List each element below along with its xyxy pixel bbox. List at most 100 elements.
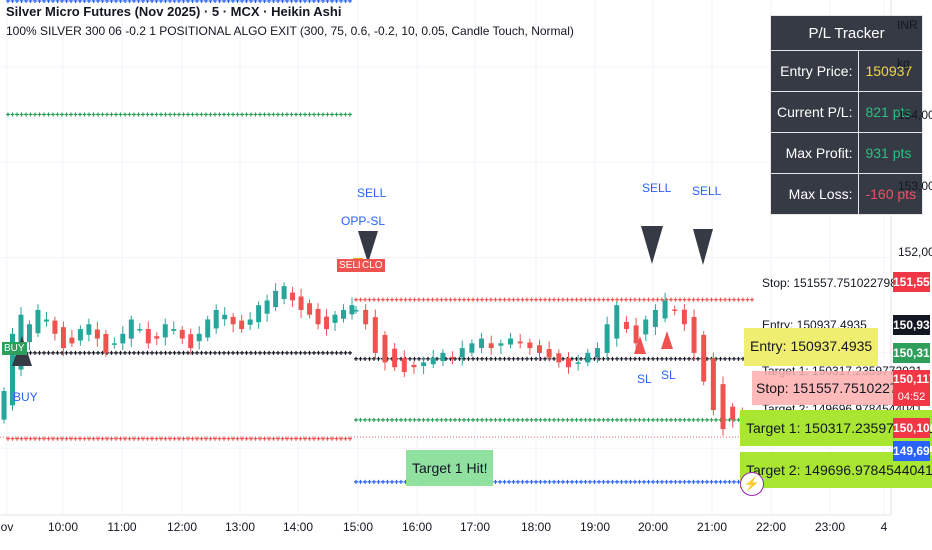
- stop-level-line: [502, 297, 507, 302]
- candle-body: [623, 321, 629, 330]
- prior-stop-line: [222, 436, 226, 441]
- stop-level-line: [669, 297, 673, 302]
- target1-level-line: [457, 417, 462, 422]
- opp-sl-label: OPP-SL: [341, 214, 386, 228]
- prior-entry-line: [42, 350, 46, 355]
- current-pl-label: Current P/L:: [769, 91, 860, 133]
- stop-level-line: [682, 297, 687, 302]
- stop-level-line: [417, 297, 421, 302]
- prior-target1-line: [114, 112, 118, 117]
- time-tick: 14:00: [282, 520, 314, 534]
- target2-level-line: [615, 479, 619, 484]
- prior-stop-line: [186, 436, 190, 441]
- currency-label[interactable]: INR: [897, 18, 918, 32]
- prior-target2-line: [46, 0, 51, 3]
- prior-target2-line: [105, 0, 109, 3]
- prior-stop-line: [303, 436, 307, 441]
- prior-entry-line: [307, 350, 312, 355]
- stop-level-line: [651, 297, 655, 302]
- prior-target2-line: [33, 0, 37, 3]
- prior-entry-line: [33, 350, 37, 355]
- lightning-icon[interactable]: ⚡: [740, 472, 764, 496]
- prior-target1-line: [217, 112, 222, 117]
- entry-level-line: [592, 356, 597, 361]
- stop-level-line: [516, 297, 520, 302]
- sl-label-2: SL: [661, 368, 676, 382]
- prior-target2-line: [123, 0, 127, 3]
- target2-level-line: [642, 479, 646, 484]
- prior-target2-line: [204, 0, 208, 3]
- entry-level-line: [673, 356, 678, 361]
- prior-entry-line: [136, 350, 141, 355]
- stop-level-line: [430, 297, 435, 302]
- target1-level-line: [421, 417, 426, 422]
- prior-target1-line: [145, 112, 150, 117]
- candle-body: [171, 329, 177, 331]
- price-tick: 154,000: [898, 108, 932, 122]
- target2-price-tag: 149,697: [893, 441, 932, 461]
- prior-target2-line: [28, 0, 33, 3]
- prior-target1-line: [46, 112, 51, 117]
- prior-stop-tag: 150,100: [893, 418, 932, 438]
- candle-body: [77, 329, 83, 341]
- entry-level-line: [651, 356, 655, 361]
- stop-level-line: [354, 297, 358, 302]
- prior-target1-line: [240, 112, 244, 117]
- candle-body: [691, 316, 697, 353]
- stop-level-line: [745, 297, 750, 302]
- target2-level-line: [691, 479, 696, 484]
- stop-level-line: [534, 297, 538, 302]
- prior-target2-line: [10, 0, 15, 3]
- candle-body: [162, 324, 168, 338]
- candle-body: [710, 358, 716, 411]
- candle-body: [730, 406, 736, 420]
- candle-body: [440, 352, 446, 361]
- prior-target1-line: [177, 112, 181, 117]
- candle-body: [652, 309, 658, 327]
- prior-stop-line: [105, 436, 109, 441]
- sell-signal-label-2: SELL: [642, 181, 672, 195]
- indicator-legend[interactable]: 100% SILVER 300 06 -0.2 1 POSITIONAL ALG…: [6, 24, 574, 38]
- target1-level-line: [709, 417, 714, 422]
- prior-stop-line: [69, 436, 73, 441]
- prior-entry-line: [199, 350, 204, 355]
- candle-body: [256, 305, 262, 323]
- prior-target1-line: [96, 112, 100, 117]
- stop-level-line: [583, 297, 588, 302]
- entry-price-label: Entry Price:: [769, 50, 860, 92]
- prior-entry-line: [267, 350, 271, 355]
- target2-level-line: [354, 479, 358, 484]
- prior-stop-line: [312, 436, 316, 441]
- stop-level-line: [462, 297, 466, 302]
- stop-level-line: [453, 297, 457, 302]
- target2-level-line: [732, 479, 736, 484]
- target1-level-line: [471, 417, 475, 422]
- prior-target2-line: [69, 0, 73, 3]
- prior-stop-line: [240, 436, 244, 441]
- prior-stop-line: [51, 436, 55, 441]
- candle-body: [205, 319, 211, 338]
- prior-target1-line: [325, 112, 330, 117]
- symbol-title[interactable]: Silver Micro Futures (Nov 2025) · 5 · MC…: [6, 4, 342, 19]
- target2-level-line: [709, 479, 714, 484]
- stop-level-line: [727, 297, 732, 302]
- target1-level-line: [394, 417, 399, 422]
- entry-level-line: [529, 356, 534, 361]
- prior-target1-line: [136, 112, 141, 117]
- target2-level-line: [543, 479, 547, 484]
- time-tick: 20:00: [637, 520, 669, 534]
- target1-level-line: [736, 417, 741, 422]
- entry-level-line: [543, 356, 547, 361]
- candle-body: [145, 329, 151, 344]
- stop-level-line: [363, 297, 367, 302]
- prior-target1-line: [285, 112, 289, 117]
- stop-level-line: [385, 297, 390, 302]
- unit-label[interactable]: kg: [897, 56, 910, 70]
- entry-box: Entry: 150937.4935: [744, 328, 879, 366]
- time-tick: 19:00: [579, 520, 611, 534]
- prior-stop-line: [339, 436, 343, 441]
- buy-signal-label: BUY: [13, 390, 38, 404]
- prior-target2-line: [15, 0, 19, 3]
- prior-stop-line: [348, 436, 352, 441]
